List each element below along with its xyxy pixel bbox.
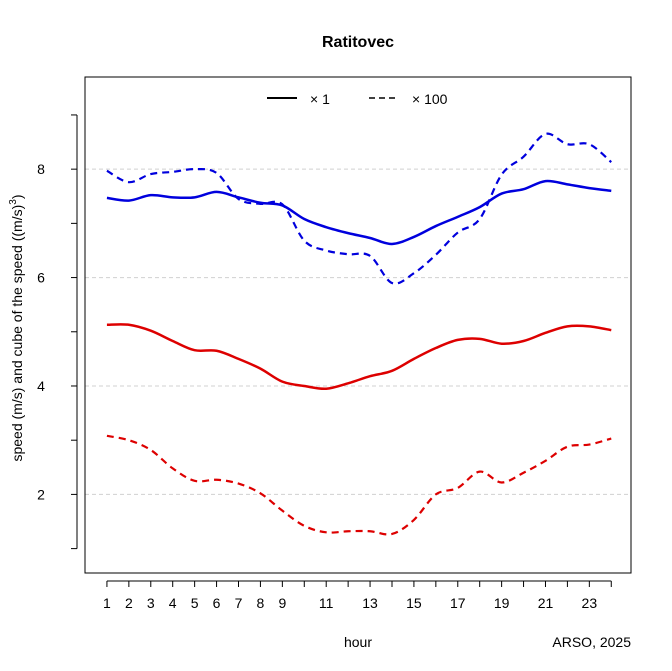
x-tick-label: 17: [450, 595, 466, 611]
x-tick-label: 5: [191, 595, 199, 611]
series-lines: [106, 132, 612, 536]
plot-border: [84, 76, 632, 574]
y-tick-label: 8: [37, 161, 45, 177]
series-line-1: [106, 179, 612, 246]
x-tick-label: 2: [125, 595, 133, 611]
x-tick-label: 3: [147, 595, 155, 611]
x-tick-label: 23: [582, 595, 598, 611]
x-tick-label: 19: [494, 595, 510, 611]
legend-label-x1: × 1: [310, 91, 330, 107]
y-tick-label: 6: [37, 270, 45, 286]
x-axis-label: hour: [344, 634, 372, 650]
x-tick-label: 7: [235, 595, 243, 611]
x-tick-label: 15: [406, 595, 422, 611]
series-line-3: [106, 323, 612, 391]
series-line-4: [106, 434, 612, 536]
x-tick-label: 13: [362, 595, 378, 611]
x-tick-label: 9: [278, 595, 286, 611]
x-tick-label: 21: [538, 595, 554, 611]
series-line-2: [106, 132, 612, 285]
chart-title: Ratitovec: [322, 34, 394, 51]
x-tick-label: 6: [213, 595, 221, 611]
grid-lines: [85, 168, 631, 495]
y-tick-label: 4: [37, 378, 45, 394]
y-axis-label: speed (m/s) and cube of the speed ((m/s)…: [8, 194, 25, 461]
x-tick-label: 4: [169, 595, 177, 611]
legend: × 1 × 100: [267, 91, 448, 107]
x-tick-label: 11: [319, 595, 334, 611]
x-tick-label: 1: [103, 595, 111, 611]
legend-label-x100: × 100: [412, 91, 448, 107]
source-credit: ARSO, 2025: [552, 634, 631, 650]
y-tick-label: 2: [37, 486, 45, 502]
x-tick-label: 8: [257, 595, 265, 611]
